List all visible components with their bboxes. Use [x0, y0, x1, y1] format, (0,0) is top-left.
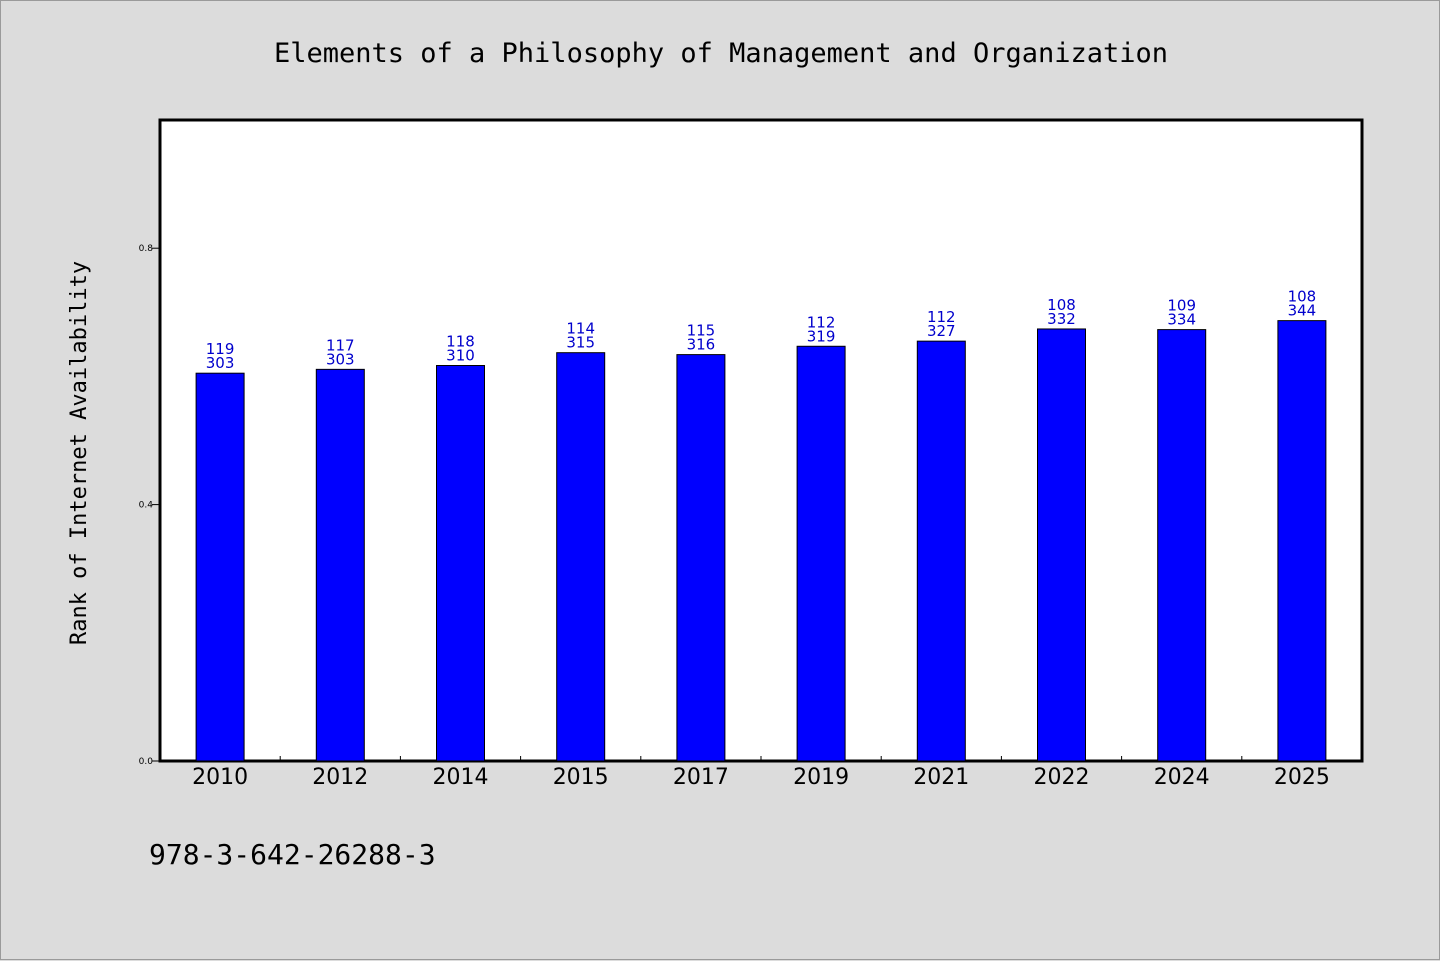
bar: [315, 368, 365, 762]
x-tick-label: 2010: [192, 765, 248, 790]
bar: [436, 365, 485, 762]
bar-label-bottom: 332: [1047, 310, 1076, 328]
bar-label-top: 109: [1167, 297, 1196, 315]
bar-label-bottom: 303: [206, 354, 235, 372]
x-tick-label: 2024: [1154, 765, 1210, 790]
x-tick-label: 2025: [1274, 765, 1330, 790]
chart-title: Elements of a Philosophy of Management a…: [274, 38, 1168, 69]
bar: [1037, 328, 1086, 762]
bar-label-bottom: 319: [807, 327, 836, 345]
y-axis-label: Rank of Internet Availability: [67, 261, 92, 645]
bar: [195, 372, 245, 762]
bar-series: [195, 320, 1327, 762]
bar-label-top: 108: [1288, 288, 1317, 306]
bar: [916, 340, 966, 762]
bar-label-bottom: 310: [446, 347, 475, 365]
bar: [676, 354, 726, 762]
y-tick-label: 0.0: [139, 757, 154, 767]
bar-label-top: 112: [807, 313, 836, 331]
bar-label-top: 118: [446, 333, 475, 351]
bar-label-top: 112: [927, 308, 956, 326]
x-tick-label: 2012: [312, 765, 368, 790]
footnote: 978-3-642-26288-3: [149, 838, 436, 871]
bar-label-bottom: 303: [326, 350, 355, 368]
bar-label-top: 108: [1047, 296, 1076, 314]
bar-label-top: 119: [206, 340, 235, 358]
x-tick-label: 2015: [553, 765, 609, 790]
bar: [796, 345, 846, 762]
x-tick-label: 2017: [673, 765, 729, 790]
bar-label-top: 117: [326, 336, 355, 354]
x-tick-label: 2014: [433, 765, 489, 790]
x-tick-label: 2019: [793, 765, 849, 790]
bar-label-bottom: 327: [927, 322, 956, 340]
y-tick-label: 0.4: [139, 501, 154, 511]
x-tick-label: 2022: [1034, 765, 1090, 790]
bar: [1157, 329, 1207, 762]
x-tick-label: 2021: [913, 765, 969, 790]
bar-label-bottom: 344: [1288, 302, 1317, 320]
y-tick-label: 0.8: [139, 244, 154, 254]
y-axis: 0.0 0.4 0.8: [139, 244, 160, 767]
bar-label-top: 114: [566, 320, 595, 338]
bar-data-labels: 1193031173031183101143151153161123191123…: [206, 288, 1316, 373]
bar-label-bottom: 315: [566, 334, 595, 352]
bar-label-bottom: 334: [1167, 311, 1196, 329]
bar: [556, 352, 606, 762]
bar-label-top: 115: [687, 322, 716, 340]
bar-label-bottom: 316: [687, 336, 716, 354]
x-axis: 2010 2012 2014 2015 2017 2019 2021 2022 2024 2025: [192, 756, 1330, 790]
bar: [1277, 320, 1327, 762]
